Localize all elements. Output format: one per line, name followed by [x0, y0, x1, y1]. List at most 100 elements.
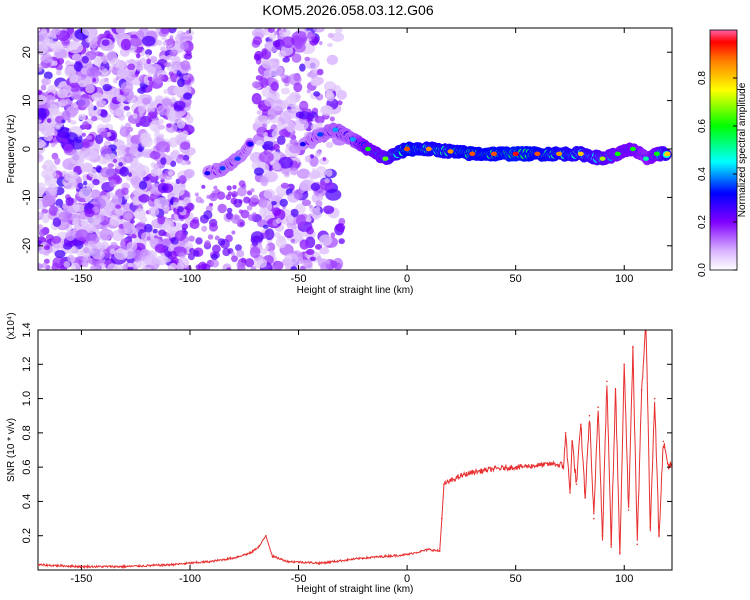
snr-data-point [571, 440, 573, 443]
signal-point [382, 156, 389, 161]
noise-blob [58, 99, 69, 107]
noise-blob [137, 104, 146, 114]
noise-blob [290, 238, 296, 243]
noise-blob [63, 143, 74, 153]
noise-blob [52, 60, 58, 66]
noise-blob [319, 157, 329, 165]
noise-blob [217, 238, 226, 246]
noise-blob [54, 28, 61, 36]
noise-blob [308, 172, 318, 180]
noise-blob [69, 82, 80, 93]
noise-blob [152, 228, 158, 234]
noise-blob [261, 48, 268, 56]
noise-blob [249, 246, 261, 259]
noise-blob [304, 56, 311, 62]
snr-data-point [619, 552, 621, 554]
noise-blob [155, 28, 161, 33]
signal-point [556, 151, 563, 157]
noise-blob [197, 261, 208, 270]
x-tick-label: -150 [70, 273, 92, 285]
noise-blob [84, 208, 95, 218]
noise-blob [263, 189, 276, 200]
signal-point [204, 171, 211, 176]
noise-blob [195, 237, 203, 245]
noise-blob [236, 249, 245, 258]
noise-blob [133, 259, 143, 269]
noise-blob [226, 185, 232, 191]
noise-blob [296, 168, 311, 179]
noise-blob [110, 241, 118, 247]
noise-blob [280, 182, 289, 189]
noise-blob [250, 194, 259, 203]
signal-point [447, 149, 454, 154]
snr-data-point [623, 363, 626, 366]
noise-blob [299, 180, 312, 192]
noise-blob [75, 229, 89, 242]
noise-blob [106, 191, 115, 199]
noise-blob [70, 120, 77, 125]
snr-data-point [271, 555, 274, 558]
noise-blob [38, 94, 47, 105]
noise-blob [263, 131, 268, 138]
noise-blob [61, 110, 71, 121]
spectrogram-x-ticks: -150 -100 -50 0 50 100 [70, 28, 633, 285]
noise-blob [180, 60, 191, 71]
noise-blob [306, 226, 314, 235]
noise-blob [161, 98, 172, 107]
noise-blob [311, 168, 317, 174]
noise-blob [262, 224, 269, 229]
noise-blob [133, 208, 147, 220]
noise-blob [186, 202, 195, 211]
noise-blob [281, 99, 289, 109]
x-tick-label: 100 [615, 273, 633, 285]
noise-blob [226, 207, 233, 214]
noise-blob [70, 247, 76, 253]
noise-blob [170, 96, 176, 103]
noise-blob [189, 219, 200, 230]
noise-blob [283, 228, 295, 239]
noise-blob [64, 171, 79, 183]
noise-blob [173, 186, 185, 196]
snr-data-point [232, 557, 235, 559]
noise-blob [107, 263, 118, 270]
noise-blob [40, 84, 47, 91]
y-tick-label: 0.2 [21, 528, 33, 543]
noise-blob [172, 197, 180, 203]
noise-blob [203, 210, 213, 220]
noise-blob [91, 116, 98, 122]
noise-blob [315, 115, 325, 124]
noise-blob [112, 158, 118, 164]
noise-blob [127, 114, 141, 124]
signal-point [614, 151, 621, 157]
snr-data-point [593, 517, 595, 520]
colorbar-label: Normalized spectral amplitude [737, 82, 748, 217]
colorbar-tick-label: 0.2 [697, 215, 708, 229]
noise-blob [99, 241, 110, 249]
noise-blob [166, 123, 172, 128]
noise-blob [135, 122, 141, 128]
signal-point [247, 141, 254, 147]
noise-blob [49, 107, 59, 115]
snr-y-ticks: 0.2 0.4 0.6 0.8 1.0 1.2 1.4 [21, 322, 672, 543]
signal-point [219, 166, 226, 171]
snr-data-point [645, 321, 647, 323]
noise-blob [154, 255, 168, 266]
noise-blob [169, 49, 179, 57]
noise-blob [227, 191, 233, 196]
noise-blob [180, 141, 191, 151]
noise-blob [168, 137, 179, 148]
noise-blob [148, 206, 160, 217]
noise-blob [65, 196, 74, 206]
noise-blob [265, 245, 270, 250]
noise-blob [116, 68, 129, 78]
noise-blob [112, 195, 119, 200]
noise-blob [276, 121, 283, 127]
noise-blob [141, 265, 148, 270]
noise-blob [317, 194, 324, 201]
noise-blob [285, 120, 296, 133]
noise-blob [109, 179, 117, 188]
noise-blob [38, 31, 50, 44]
noise-blob [41, 208, 49, 214]
noise-blob [82, 256, 89, 262]
noise-blob [163, 108, 168, 113]
